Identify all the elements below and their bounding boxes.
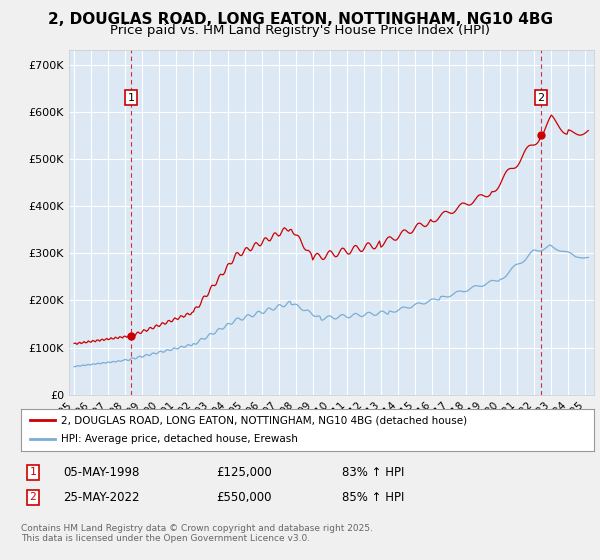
Text: 1: 1	[29, 467, 37, 477]
Text: 25-MAY-2022: 25-MAY-2022	[63, 491, 139, 504]
Text: 83% ↑ HPI: 83% ↑ HPI	[342, 465, 404, 479]
Text: 2: 2	[29, 492, 37, 502]
Text: 2: 2	[537, 92, 544, 102]
Text: 2, DOUGLAS ROAD, LONG EATON, NOTTINGHAM, NG10 4BG (detached house): 2, DOUGLAS ROAD, LONG EATON, NOTTINGHAM,…	[61, 415, 467, 425]
Text: £550,000: £550,000	[216, 491, 271, 504]
Text: 85% ↑ HPI: 85% ↑ HPI	[342, 491, 404, 504]
Text: Contains HM Land Registry data © Crown copyright and database right 2025.
This d: Contains HM Land Registry data © Crown c…	[21, 524, 373, 543]
Text: HPI: Average price, detached house, Erewash: HPI: Average price, detached house, Erew…	[61, 435, 298, 445]
Text: Price paid vs. HM Land Registry's House Price Index (HPI): Price paid vs. HM Land Registry's House …	[110, 24, 490, 36]
Text: 2, DOUGLAS ROAD, LONG EATON, NOTTINGHAM, NG10 4BG: 2, DOUGLAS ROAD, LONG EATON, NOTTINGHAM,…	[47, 12, 553, 27]
Text: 05-MAY-1998: 05-MAY-1998	[63, 465, 139, 479]
Text: £125,000: £125,000	[216, 465, 272, 479]
Text: 1: 1	[128, 92, 135, 102]
